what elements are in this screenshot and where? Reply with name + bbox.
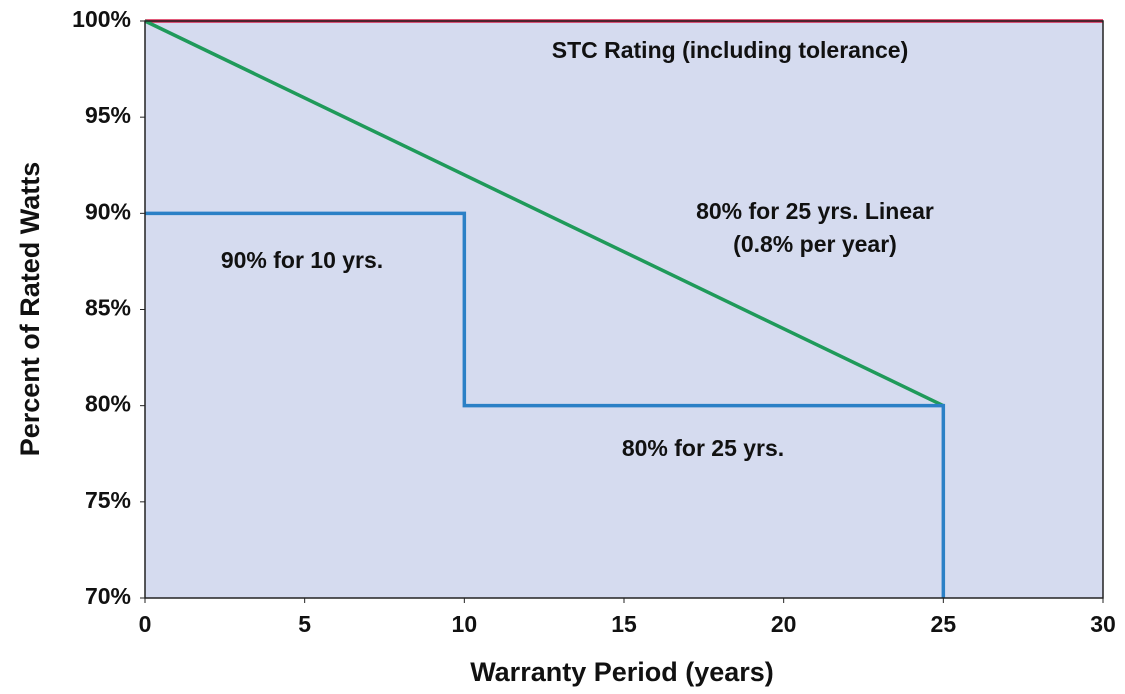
annotation: STC Rating (including tolerance) (552, 37, 909, 63)
y-tick-label: 95% (85, 102, 131, 128)
annotation: (0.8% per year) (733, 231, 897, 257)
y-axis-label: Percent of Rated Watts (15, 162, 45, 457)
x-tick-label: 30 (1090, 611, 1116, 637)
annotation: 80% for 25 yrs. Linear (696, 198, 934, 224)
y-tick-label: 70% (85, 583, 131, 609)
plot-area (145, 21, 1103, 598)
x-tick-label: 0 (139, 611, 152, 637)
y-tick-label: 90% (85, 198, 131, 224)
y-tick-label: 75% (85, 487, 131, 513)
series-line (144, 19, 945, 408)
y-tick-label: 85% (85, 295, 131, 321)
y-tick-label: 80% (85, 391, 131, 417)
x-tick-label: 10 (452, 611, 478, 637)
series-line (145, 211, 946, 598)
y-tick-label: 100% (72, 6, 131, 32)
x-tick-label: 5 (298, 611, 311, 637)
x-tick-label: 20 (771, 611, 797, 637)
annotation: 80% for 25 yrs. (622, 435, 784, 461)
x-tick-label: 25 (931, 611, 957, 637)
plot-border (144, 20, 1104, 599)
x-tick-label: 15 (611, 611, 637, 637)
x-axis-label: Warranty Period (years) (470, 657, 774, 687)
annotation: 90% for 10 yrs. (221, 247, 383, 273)
